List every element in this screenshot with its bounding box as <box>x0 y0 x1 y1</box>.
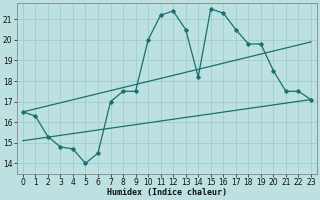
X-axis label: Humidex (Indice chaleur): Humidex (Indice chaleur) <box>107 188 227 197</box>
